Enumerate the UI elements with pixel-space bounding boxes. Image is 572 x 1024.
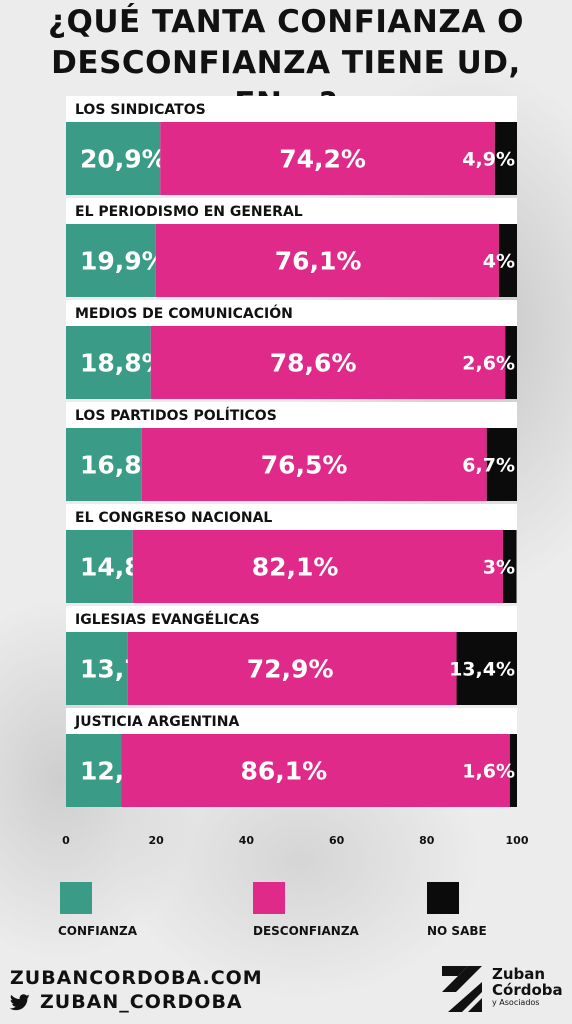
website-link[interactable]: ZUBANCORDOBA.COM [10,967,263,989]
bar-confianza-iglesias-evangelicas [66,632,128,705]
bar-confianza-justicia-argentina [66,734,122,807]
category-band-justicia-argentina [66,708,517,734]
value-label-desconfianza-medios-de-comunicacion: 78,6% [270,349,357,378]
value-label-no-sabe-el-congreso-nacional: 3% [483,556,515,578]
category-label-iglesias-evangelicas: IGLESIAS EVANGÉLICAS [75,611,260,628]
value-label-desconfianza-iglesias-evangelicas: 72,9% [247,655,334,684]
category-label-los-sindicatos: LOS SINDICATOS [75,102,206,118]
bar-confianza-los-sindicatos [66,122,161,195]
bar-confianza-el-periodismo-en-general [66,224,156,297]
bar-no-sabe-iglesias-evangelicas [456,632,517,705]
legend-swatch-desconfianza [253,882,285,914]
bar-confianza-los-partidos-politicos [66,428,142,501]
category-band-el-congreso-nacional [66,504,517,530]
x-tick-label-40: 40 [239,834,255,847]
x-tick-label-20: 20 [149,834,165,847]
legend-label-no-sabe: NO SABE [427,924,487,938]
value-label-desconfianza-los-partidos-politicos: 76,5% [261,451,348,480]
bar-confianza-medios-de-comunicacion [66,326,151,399]
value-label-desconfianza-el-periodismo-en-general: 76,1% [275,247,362,276]
category-band-iglesias-evangelicas [66,606,517,632]
bar-no-sabe-el-congreso-nacional [503,530,517,603]
legend-label-confianza: CONFIANZA [58,924,138,938]
twitter-bird-icon [10,993,30,1010]
category-label-el-congreso-nacional: EL CONGRESO NACIONAL [75,510,272,526]
bar-no-sabe-medios-de-comunicacion [505,326,517,399]
value-label-desconfianza-justicia-argentina: 86,1% [240,757,327,786]
brand-logo: Zuban Córdoba y Asociados [438,960,563,1014]
twitter-handle[interactable]: ZUBAN_CORDOBA [40,991,243,1013]
category-band-los-sindicatos [66,96,517,122]
logo-text: Zuban Córdoba y Asociados [492,966,563,1008]
legend-swatch-confianza [60,882,92,914]
value-label-desconfianza-los-sindicatos: 74,2% [279,145,366,174]
bar-desconfianza-los-partidos-politicos [141,428,487,501]
bar-desconfianza-iglesias-evangelicas [127,632,457,705]
bar-desconfianza-los-sindicatos [160,122,495,195]
category-band-el-periodismo-en-general [66,198,517,224]
bar-desconfianza-justicia-argentina [121,734,510,807]
logo-line-2: Córdoba [492,981,563,999]
category-label-justicia-argentina: JUSTICIA ARGENTINA [74,714,239,730]
category-label-el-periodismo-en-general: EL PERIODISMO EN GENERAL [75,204,303,220]
legend-swatch-no-sabe [427,882,459,914]
x-tick-label-80: 80 [419,834,435,847]
legend-label-desconfianza: DESCONFIANZA [253,924,359,938]
footer: ZUBANCORDOBA.COM ZUBAN_CORDOBA [10,966,263,1014]
value-label-confianza-el-periodismo-en-general: 19,9% [80,247,167,276]
value-label-no-sabe-medios-de-comunicacion: 2,6% [462,352,515,374]
category-label-los-partidos-politicos: LOS PARTIDOS POLÍTICOS [75,407,277,424]
x-tick-label-100: 100 [506,834,529,847]
bar-confianza-el-congreso-nacional [66,530,133,603]
bar-desconfianza-el-congreso-nacional [132,530,504,603]
value-label-no-sabe-los-partidos-politicos: 6,7% [462,454,515,476]
category-band-medios-de-comunicacion [66,300,517,326]
bar-no-sabe-el-periodismo-en-general [498,224,517,297]
category-label-medios-de-comunicacion: MEDIOS DE COMUNICACIÓN [75,304,293,322]
category-band-los-partidos-politicos [66,402,517,428]
bar-no-sabe-los-partidos-politicos [486,428,517,501]
x-tick-label-0: 0 [62,834,70,847]
value-label-desconfianza-el-congreso-nacional: 82,1% [252,553,339,582]
stacked-bar-chart: LOS SINDICATOS 20,9% 74,2% 4,9% EL PERIODISM… [62,96,529,847]
bar-no-sabe-justicia-argentina [509,734,517,807]
zuban-cordoba-stripes-logo [442,966,482,1012]
x-tick-label-60: 60 [329,834,345,847]
logo-line-3: y Asociados [492,998,540,1007]
bar-desconfianza-medios-de-comunicacion [150,326,506,399]
bar-no-sabe-los-sindicatos [494,122,517,195]
value-label-no-sabe-el-periodismo-en-general: 4% [483,250,515,272]
title-line-1: ¿QUÉ TANTA CONFIANZA O [48,4,524,40]
value-label-confianza-los-sindicatos: 20,9% [80,145,167,174]
value-label-no-sabe-iglesias-evangelicas: 13,4% [449,658,515,680]
value-label-no-sabe-justicia-argentina: 1,6% [462,760,515,782]
logo-line-1: Zuban [492,965,546,983]
bar-desconfianza-el-periodismo-en-general [155,224,499,297]
value-label-no-sabe-los-sindicatos: 4,9% [462,148,515,170]
